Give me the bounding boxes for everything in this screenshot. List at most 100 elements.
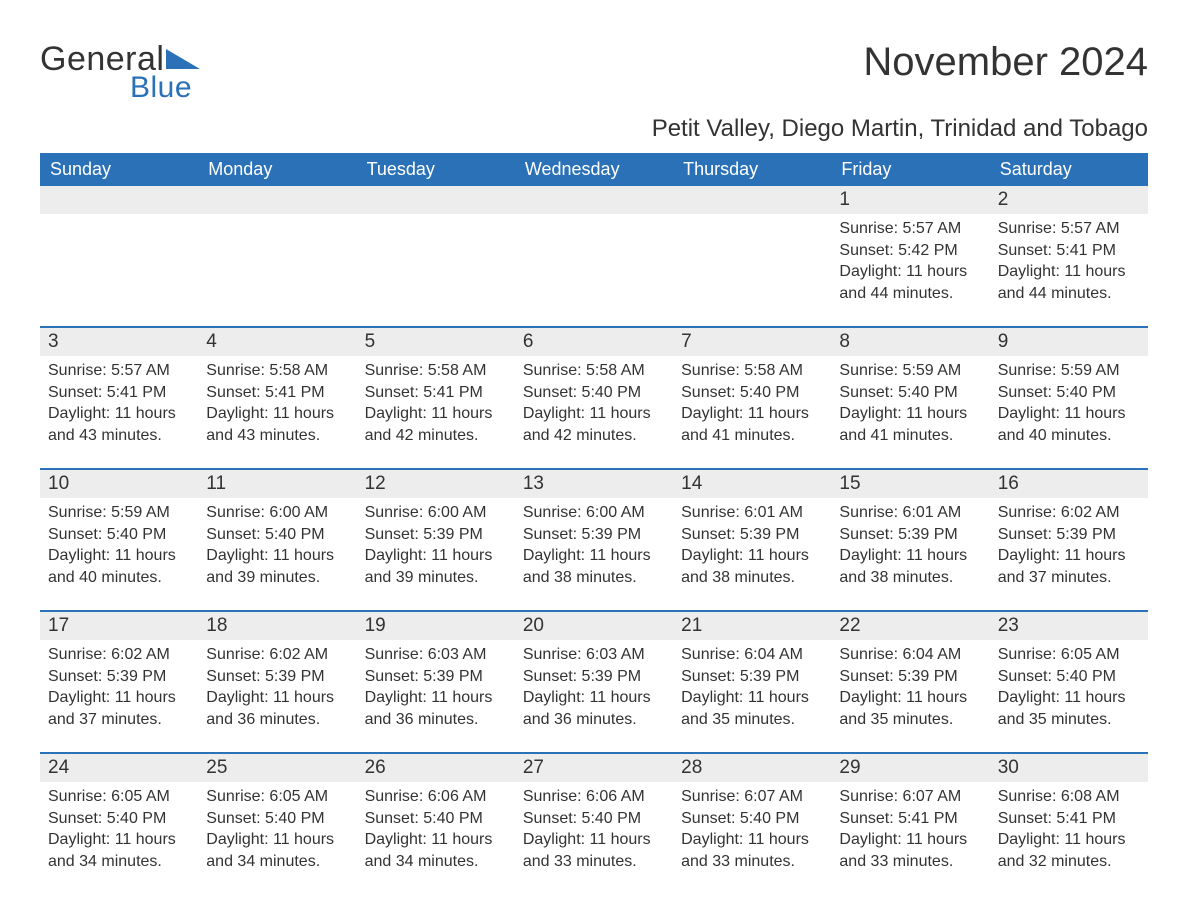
day-d1: Daylight: 11 hours bbox=[681, 545, 831, 567]
day-cell: 25Sunrise: 6:05 AMSunset: 5:40 PMDayligh… bbox=[198, 754, 356, 884]
day-cell: 4Sunrise: 5:58 AMSunset: 5:41 PMDaylight… bbox=[198, 328, 356, 458]
day-d2: and 38 minutes. bbox=[839, 567, 989, 589]
day-d2: and 34 minutes. bbox=[206, 851, 356, 873]
week-row: 17Sunrise: 6:02 AMSunset: 5:39 PMDayligh… bbox=[40, 610, 1148, 742]
day-number: 12 bbox=[357, 470, 515, 498]
day-details: Sunrise: 6:02 AMSunset: 5:39 PMDaylight:… bbox=[990, 498, 1148, 588]
day-d1: Daylight: 11 hours bbox=[839, 829, 989, 851]
day-sr: Sunrise: 6:00 AM bbox=[365, 502, 515, 524]
day-d1: Daylight: 11 hours bbox=[681, 687, 831, 709]
day-details: Sunrise: 5:58 AMSunset: 5:40 PMDaylight:… bbox=[673, 356, 831, 446]
location-subtitle: Petit Valley, Diego Martin, Trinidad and… bbox=[40, 115, 1148, 143]
day-sr: Sunrise: 6:06 AM bbox=[365, 786, 515, 808]
day-d1: Daylight: 11 hours bbox=[365, 687, 515, 709]
weekday-saturday: Saturday bbox=[990, 153, 1148, 186]
day-details: Sunrise: 6:06 AMSunset: 5:40 PMDaylight:… bbox=[515, 782, 673, 872]
day-d2: and 35 minutes. bbox=[839, 709, 989, 731]
day-d2: and 39 minutes. bbox=[206, 567, 356, 589]
day-sr: Sunrise: 5:59 AM bbox=[839, 360, 989, 382]
day-details: Sunrise: 5:59 AMSunset: 5:40 PMDaylight:… bbox=[831, 356, 989, 446]
day-d1: Daylight: 11 hours bbox=[998, 545, 1148, 567]
day-number: 29 bbox=[831, 754, 989, 782]
day-d2: and 41 minutes. bbox=[681, 425, 831, 447]
day-cell: 29Sunrise: 6:07 AMSunset: 5:41 PMDayligh… bbox=[831, 754, 989, 884]
day-sr: Sunrise: 5:59 AM bbox=[48, 502, 198, 524]
day-ss: Sunset: 5:41 PM bbox=[998, 808, 1148, 830]
day-number: 3 bbox=[40, 328, 198, 356]
day-d2: and 35 minutes. bbox=[681, 709, 831, 731]
day-cell: 1Sunrise: 5:57 AMSunset: 5:42 PMDaylight… bbox=[831, 186, 989, 316]
day-d2: and 43 minutes. bbox=[48, 425, 198, 447]
day-sr: Sunrise: 6:08 AM bbox=[998, 786, 1148, 808]
day-cell: 16Sunrise: 6:02 AMSunset: 5:39 PMDayligh… bbox=[990, 470, 1148, 600]
day-ss: Sunset: 5:40 PM bbox=[998, 382, 1148, 404]
day-cell: 18Sunrise: 6:02 AMSunset: 5:39 PMDayligh… bbox=[198, 612, 356, 742]
empty-day bbox=[40, 186, 198, 214]
day-cell: 7Sunrise: 5:58 AMSunset: 5:40 PMDaylight… bbox=[673, 328, 831, 458]
day-details: Sunrise: 6:00 AMSunset: 5:40 PMDaylight:… bbox=[198, 498, 356, 588]
day-d1: Daylight: 11 hours bbox=[48, 687, 198, 709]
day-d1: Daylight: 11 hours bbox=[365, 829, 515, 851]
day-details: Sunrise: 6:04 AMSunset: 5:39 PMDaylight:… bbox=[831, 640, 989, 730]
logo-word2: Blue bbox=[130, 71, 200, 105]
day-d2: and 33 minutes. bbox=[681, 851, 831, 873]
day-d1: Daylight: 11 hours bbox=[48, 829, 198, 851]
day-details: Sunrise: 5:58 AMSunset: 5:41 PMDaylight:… bbox=[357, 356, 515, 446]
day-sr: Sunrise: 5:58 AM bbox=[206, 360, 356, 382]
day-number: 27 bbox=[515, 754, 673, 782]
day-d2: and 36 minutes. bbox=[206, 709, 356, 731]
day-d1: Daylight: 11 hours bbox=[839, 687, 989, 709]
day-ss: Sunset: 5:40 PM bbox=[523, 808, 673, 830]
day-cell bbox=[198, 186, 356, 316]
day-details: Sunrise: 6:08 AMSunset: 5:41 PMDaylight:… bbox=[990, 782, 1148, 872]
weekday-friday: Friday bbox=[831, 153, 989, 186]
day-sr: Sunrise: 6:06 AM bbox=[523, 786, 673, 808]
day-d1: Daylight: 11 hours bbox=[365, 403, 515, 425]
day-d2: and 42 minutes. bbox=[523, 425, 673, 447]
day-details: Sunrise: 6:05 AMSunset: 5:40 PMDaylight:… bbox=[198, 782, 356, 872]
day-sr: Sunrise: 5:57 AM bbox=[998, 218, 1148, 240]
day-number: 14 bbox=[673, 470, 831, 498]
day-d1: Daylight: 11 hours bbox=[998, 261, 1148, 283]
day-sr: Sunrise: 6:05 AM bbox=[206, 786, 356, 808]
day-number: 8 bbox=[831, 328, 989, 356]
day-d2: and 42 minutes. bbox=[365, 425, 515, 447]
calendar-page: General Blue November 2024 Petit Valley,… bbox=[0, 0, 1188, 918]
day-ss: Sunset: 5:40 PM bbox=[206, 524, 356, 546]
day-cell: 15Sunrise: 6:01 AMSunset: 5:39 PMDayligh… bbox=[831, 470, 989, 600]
day-cell: 13Sunrise: 6:00 AMSunset: 5:39 PMDayligh… bbox=[515, 470, 673, 600]
day-sr: Sunrise: 6:02 AM bbox=[206, 644, 356, 666]
day-ss: Sunset: 5:40 PM bbox=[839, 382, 989, 404]
day-cell: 12Sunrise: 6:00 AMSunset: 5:39 PMDayligh… bbox=[357, 470, 515, 600]
day-cell: 28Sunrise: 6:07 AMSunset: 5:40 PMDayligh… bbox=[673, 754, 831, 884]
day-d2: and 34 minutes. bbox=[365, 851, 515, 873]
day-cell: 21Sunrise: 6:04 AMSunset: 5:39 PMDayligh… bbox=[673, 612, 831, 742]
day-details: Sunrise: 6:07 AMSunset: 5:40 PMDaylight:… bbox=[673, 782, 831, 872]
day-ss: Sunset: 5:41 PM bbox=[839, 808, 989, 830]
day-sr: Sunrise: 6:02 AM bbox=[998, 502, 1148, 524]
day-ss: Sunset: 5:39 PM bbox=[523, 666, 673, 688]
header-row: General Blue November 2024 bbox=[40, 40, 1148, 105]
day-ss: Sunset: 5:39 PM bbox=[365, 666, 515, 688]
day-details: Sunrise: 6:03 AMSunset: 5:39 PMDaylight:… bbox=[515, 640, 673, 730]
day-cell bbox=[357, 186, 515, 316]
day-number: 17 bbox=[40, 612, 198, 640]
day-d2: and 37 minutes. bbox=[998, 567, 1148, 589]
day-d2: and 34 minutes. bbox=[48, 851, 198, 873]
day-d2: and 39 minutes. bbox=[365, 567, 515, 589]
day-number: 23 bbox=[990, 612, 1148, 640]
day-cell bbox=[673, 186, 831, 316]
day-d1: Daylight: 11 hours bbox=[523, 829, 673, 851]
weekday-thursday: Thursday bbox=[673, 153, 831, 186]
day-cell: 11Sunrise: 6:00 AMSunset: 5:40 PMDayligh… bbox=[198, 470, 356, 600]
day-number: 5 bbox=[357, 328, 515, 356]
day-cell: 5Sunrise: 5:58 AMSunset: 5:41 PMDaylight… bbox=[357, 328, 515, 458]
day-ss: Sunset: 5:41 PM bbox=[48, 382, 198, 404]
day-ss: Sunset: 5:39 PM bbox=[206, 666, 356, 688]
day-sr: Sunrise: 5:58 AM bbox=[365, 360, 515, 382]
day-d2: and 33 minutes. bbox=[523, 851, 673, 873]
day-d2: and 32 minutes. bbox=[998, 851, 1148, 873]
day-cell: 9Sunrise: 5:59 AMSunset: 5:40 PMDaylight… bbox=[990, 328, 1148, 458]
day-d1: Daylight: 11 hours bbox=[998, 403, 1148, 425]
day-sr: Sunrise: 6:07 AM bbox=[681, 786, 831, 808]
